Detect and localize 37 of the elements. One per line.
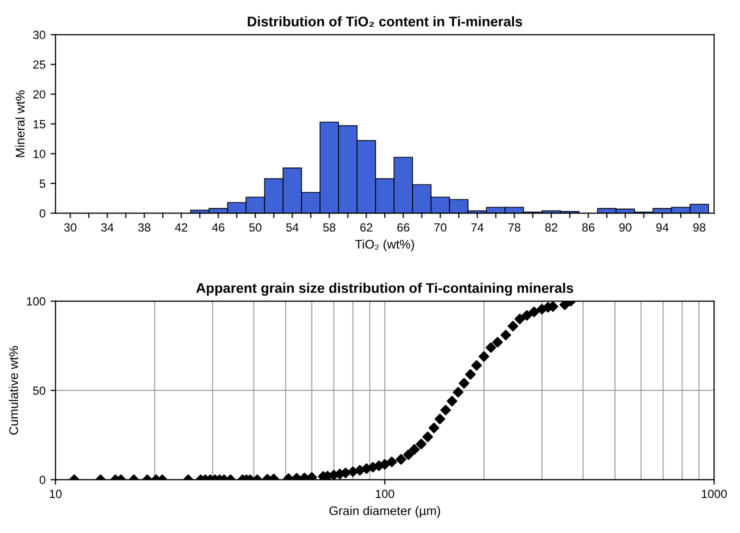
x-tick-label: 38 <box>138 223 150 232</box>
x-axis-title: Grain diameter (µm) <box>329 506 440 518</box>
y-tick-label: 25 <box>33 60 46 69</box>
x-tick-label: 66 <box>397 223 410 232</box>
x-tick-label: 46 <box>212 223 224 232</box>
x-tick-label: 30 <box>64 223 76 232</box>
x-tick-label: 82 <box>545 223 558 232</box>
x-axis-title: TiO₂ (wt%) <box>355 239 414 252</box>
x-tick-label: 100 <box>376 490 394 498</box>
y-tick-label: 5 <box>40 180 46 188</box>
y-tick-label: 0 <box>40 209 46 218</box>
y-tick-label: 15 <box>34 120 46 128</box>
x-tick-label: 1000 <box>702 490 727 498</box>
x-tick-label: 94 <box>656 223 669 232</box>
x-tick-label: 70 <box>434 223 446 232</box>
y-tick-label: 50 <box>33 386 46 395</box>
x-tick-label: 90 <box>619 223 632 232</box>
y-tick-label: 30 <box>33 30 46 40</box>
y-axis-title: Cumulative wt% <box>8 346 18 435</box>
x-tick-label: 58 <box>323 223 336 232</box>
y-tick-label: 0 <box>40 476 46 484</box>
chart-title: Apparent grain size distribution of Ti-containing minerals <box>196 282 574 296</box>
x-tick-label: 98 <box>693 223 706 232</box>
y-tick-label: 20 <box>33 90 46 99</box>
y-tick-label: 100 <box>26 297 46 306</box>
chart-title: Distribution of TiO₂ content in Ti-minerals <box>248 16 522 27</box>
x-tick-label: 54 <box>286 223 299 232</box>
x-tick-label: 86 <box>582 223 594 232</box>
x-tick-label: 42 <box>175 223 188 232</box>
x-tick-label: 34 <box>101 223 114 232</box>
x-tick-label: 50 <box>249 223 262 232</box>
x-tick-label: 62 <box>360 223 372 232</box>
x-tick-label: 10 <box>50 490 62 498</box>
y-axis-title: Mineral wt% <box>15 90 25 157</box>
x-tick-label: 78 <box>508 223 520 232</box>
x-tick-label: 74 <box>471 223 484 232</box>
y-tick-label: 10 <box>34 150 46 158</box>
